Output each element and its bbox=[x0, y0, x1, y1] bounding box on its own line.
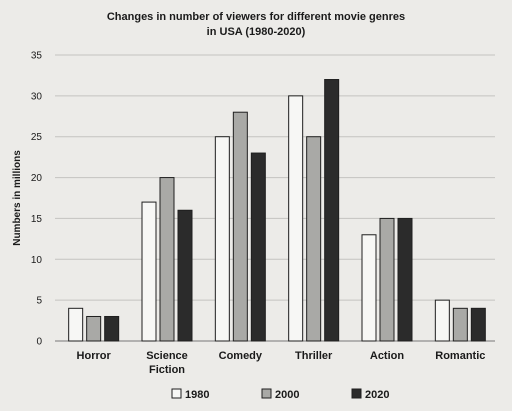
bar bbox=[214, 136, 230, 342]
bar bbox=[68, 307, 84, 342]
y-tick-label: 35 bbox=[31, 51, 43, 62]
bar bbox=[86, 315, 102, 342]
bar bbox=[141, 201, 157, 342]
legend-swatch bbox=[261, 388, 272, 399]
bar bbox=[434, 299, 450, 342]
y-tick-label: 30 bbox=[31, 91, 43, 102]
bar bbox=[159, 177, 175, 342]
y-tick-label: 0 bbox=[36, 337, 42, 348]
category-label: Thriller bbox=[295, 350, 333, 362]
legend-label: 2000 bbox=[275, 389, 299, 401]
legend-swatch bbox=[351, 388, 362, 399]
bar bbox=[324, 79, 340, 342]
y-tick-label: 10 bbox=[31, 255, 43, 266]
bar bbox=[232, 111, 248, 342]
bar bbox=[379, 217, 395, 342]
bar bbox=[452, 307, 468, 342]
y-tick-label: 25 bbox=[31, 132, 43, 143]
category-label: Comedy bbox=[219, 350, 263, 362]
legend-swatch bbox=[171, 388, 182, 399]
bar bbox=[250, 152, 266, 342]
bar bbox=[104, 315, 120, 342]
legend-label: 2020 bbox=[365, 389, 389, 401]
bar bbox=[397, 217, 413, 342]
legend-label: 1980 bbox=[185, 389, 209, 401]
category-label: Action bbox=[370, 350, 405, 362]
bar bbox=[470, 307, 486, 342]
bar bbox=[306, 136, 322, 342]
y-tick-label: 15 bbox=[31, 214, 43, 225]
y-tick-label: 20 bbox=[31, 173, 43, 184]
bar bbox=[177, 209, 193, 342]
y-axis-label: Numbers in millions bbox=[12, 150, 23, 246]
chart-title-line: in USA (1980-2020) bbox=[207, 26, 306, 38]
y-tick-label: 5 bbox=[36, 296, 42, 307]
chart-title-line: Changes in number of viewers for differe… bbox=[107, 11, 405, 23]
category-label: Romantic bbox=[435, 350, 485, 362]
category-label: Horror bbox=[77, 350, 112, 362]
category-label: Science bbox=[146, 350, 188, 362]
bar bbox=[288, 95, 304, 342]
category-label: Fiction bbox=[149, 364, 185, 376]
bar bbox=[361, 234, 377, 342]
